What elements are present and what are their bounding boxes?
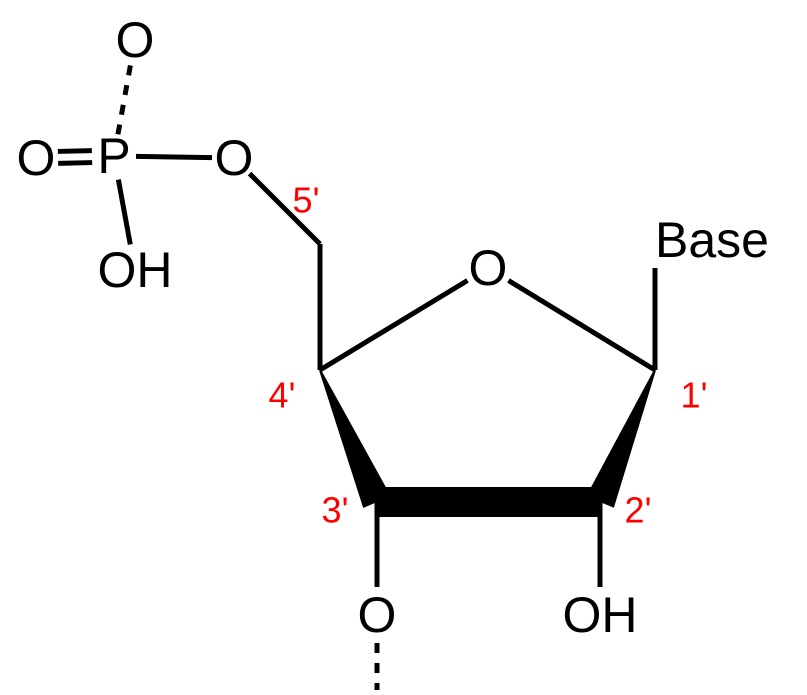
atom-label-OH_p: OH	[98, 242, 173, 298]
wedges-layer	[319, 370, 656, 517]
wedge-C4-C3	[319, 370, 391, 508]
wedge-C1-C2	[586, 370, 656, 508]
atom-label-O3: O	[358, 587, 397, 643]
number-label-n3: 3'	[322, 490, 349, 531]
number-label-n2: 2'	[625, 490, 652, 531]
number-label-n4: 4'	[269, 375, 296, 416]
atom-label-OH2: OH	[563, 587, 638, 643]
atom-label-P: P	[97, 128, 130, 184]
bond-P-OH_p	[118, 180, 130, 245]
atom-label-Base: Base	[655, 212, 769, 268]
bond-C4-O_ring	[320, 280, 467, 370]
number-label-n5: 5'	[293, 180, 320, 221]
bond-P-O_right	[136, 156, 212, 157]
bond-O_ring-C1	[508, 281, 655, 370]
bond-P-O_top	[118, 62, 131, 135]
bond-P-O_left-a	[58, 151, 92, 152]
atom-label-O_right: O	[215, 130, 254, 186]
number-label-n1: 1'	[681, 375, 708, 416]
atom-label-O_left: O	[17, 130, 56, 186]
atom-label-O_ring: O	[469, 240, 508, 296]
atom-label-O_top: O	[116, 12, 155, 68]
bond-P-O_left-b	[58, 163, 92, 164]
nucleotide-diagram: POOOOHOOHOBase5'4'1'2'3'	[0, 0, 807, 695]
bold-bond-C3-C2	[377, 487, 600, 517]
